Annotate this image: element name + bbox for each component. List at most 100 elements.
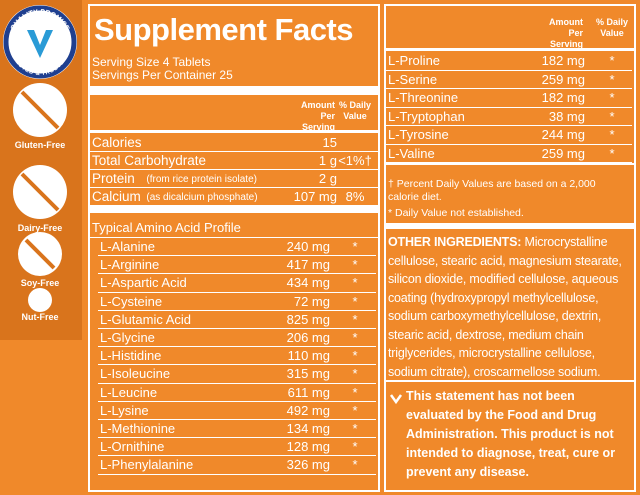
daily-value: * [352, 293, 358, 309]
nutrient-name: L-Histidine [100, 348, 162, 364]
amount: 206 mg [286, 330, 330, 345]
check-icon [389, 394, 403, 405]
rule [386, 162, 632, 163]
amount: 825 mg [286, 311, 330, 327]
rule [386, 143, 632, 145]
amount: 15 [322, 135, 337, 150]
daily-value: * [352, 348, 358, 364]
disclaimer: This statement has not been evaluated by… [406, 389, 616, 479]
nutrient-name: L-Cysteine [100, 293, 163, 309]
nutrient-note: (as dicalcium phosphate) [146, 192, 258, 203]
servings-per-container: Servings Per Container 25 [92, 68, 233, 82]
rule [98, 364, 376, 366]
rule [98, 400, 376, 402]
rule [386, 125, 632, 126]
amount: 434 mg [286, 275, 330, 291]
nutrient-name: L-Methionine [100, 421, 176, 436]
ingredients-label: OTHER INGREDIENTS: [388, 235, 522, 249]
rule [90, 130, 378, 133]
amount: 107 mg [293, 189, 337, 204]
profile-heading: Typical Amino Acid Profile [92, 220, 241, 235]
rule [386, 380, 634, 382]
footnote: † Percent Daily Values are based on a 2,… [388, 178, 596, 203]
amount: 315 mg [286, 366, 330, 382]
rule [90, 187, 378, 188]
nutrient-name: L-Phenylalanine [100, 457, 194, 473]
left-panel-border [88, 4, 380, 492]
daily-value: * [352, 421, 358, 436]
daily-value: * [352, 257, 358, 273]
rule [386, 88, 632, 89]
rule [98, 346, 376, 348]
daily-value: * [609, 127, 615, 142]
nut-icon [28, 288, 52, 312]
rule [98, 291, 376, 293]
amount-header: Amount Per Serving [549, 17, 583, 49]
rule [386, 48, 634, 51]
facts-title: Supplement Facts [94, 12, 354, 47]
right-panel-border [384, 4, 636, 492]
nutrient-name: L-Arginine [100, 257, 160, 273]
amount: 611 mg [287, 384, 330, 400]
nutrient-name: L-Threonine [388, 90, 459, 105]
rule [98, 419, 376, 420]
daily-value: * [352, 384, 358, 400]
icon-slashes [20, 90, 60, 270]
amount: 134 mg [286, 421, 330, 436]
badge-label: Soy-Free [20, 278, 60, 288]
nutrient-name: L-Ornithine [100, 439, 165, 455]
rule [386, 106, 632, 108]
rule [98, 273, 376, 275]
amount: 182 mg [541, 90, 585, 105]
amount: 259 mg [541, 71, 585, 87]
daily-value: * [352, 402, 358, 418]
nutrient-name: L-Lysine [100, 402, 149, 418]
daily-value: * [352, 366, 358, 382]
rule [90, 237, 378, 238]
amount: 417 mg [286, 257, 330, 273]
amount: 110 mg [287, 348, 330, 364]
seal-ring [3, 5, 77, 79]
daily-value: * [352, 239, 358, 254]
rule [90, 86, 378, 95]
other-ingredients: OTHER INGREDIENTS: Microcrystalline cell… [388, 233, 633, 381]
seal [3, 5, 77, 79]
nutrient-name: L-Alanine [100, 239, 155, 254]
nutrient-name: Calories [92, 135, 142, 150]
nutrient-name: L-Aspartic Acid [100, 275, 187, 291]
rule [98, 309, 376, 311]
amount: 38 mg [548, 108, 585, 124]
nutrient-name: L-Isoleucine [100, 366, 171, 382]
rule [98, 455, 376, 457]
amount: 72 mg [293, 293, 330, 309]
amount: 240 mg [286, 239, 330, 254]
daily-value: <1%† [338, 153, 372, 168]
seal-v [27, 30, 53, 58]
footnote: * Daily Value not established. [388, 207, 524, 219]
nutrient-name: Protein [92, 171, 135, 186]
nutrient-name: L-Glycine [100, 330, 155, 345]
nutrient-name: L-Tryptophan [388, 108, 465, 124]
nutrient-name: L-Leucine [100, 384, 158, 400]
nutrient-name: Total Carbohydrate [92, 153, 207, 168]
amount: 1 g [318, 153, 337, 168]
amount: 492 mg [286, 402, 330, 418]
nutrient-name: L-Glutamic Acid [100, 311, 192, 327]
rule [90, 205, 378, 206]
daily-value: * [352, 311, 358, 327]
amount: 182 mg [541, 53, 585, 68]
daily-value: * [352, 275, 358, 291]
rule [90, 151, 378, 152]
serving-size: Serving Size 4 Tablets [92, 55, 211, 69]
rule [98, 255, 376, 257]
badge-label: Nut-Free [21, 312, 59, 322]
nutrient-note: (from rice protein isolate) [146, 174, 257, 185]
daily-value: * [609, 145, 615, 161]
daily-value: * [352, 457, 358, 473]
amount: 244 mg [541, 127, 585, 142]
daily-value: 8% [345, 189, 365, 204]
amount: 326 mg [286, 457, 330, 473]
nutrient-name: L-Valine [388, 145, 435, 161]
nutrient-name: Calcium [92, 189, 141, 204]
